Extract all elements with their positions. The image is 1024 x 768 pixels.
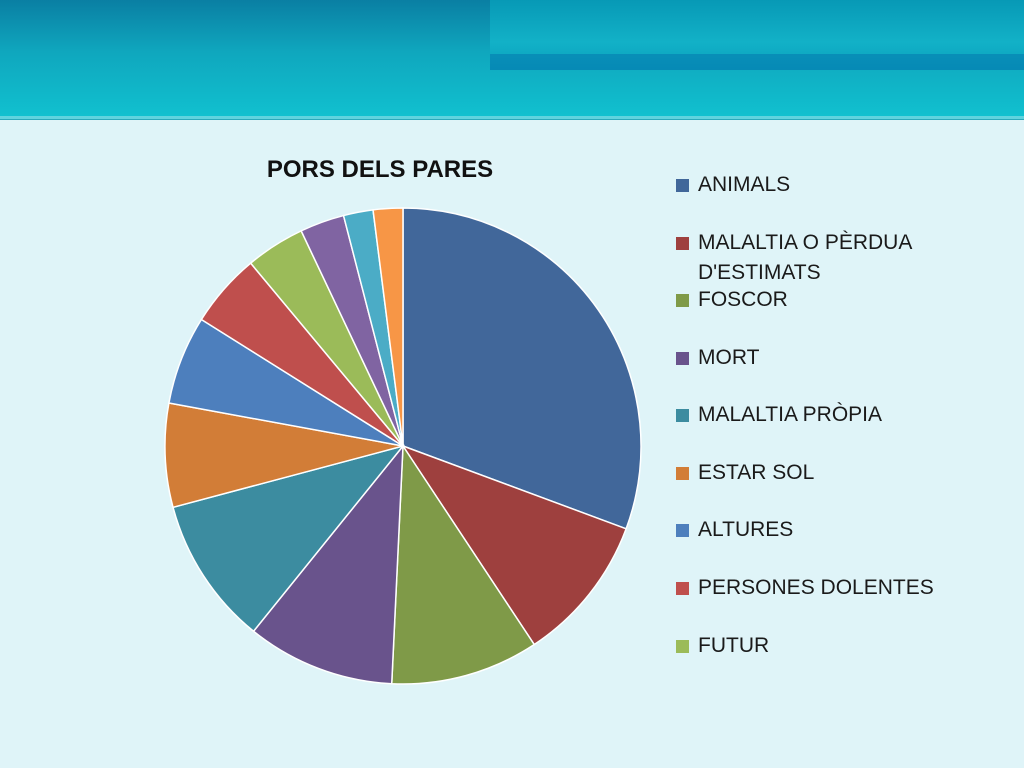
pie-slice-6 xyxy=(164,402,404,509)
legend-swatch xyxy=(676,524,689,537)
legend-label: PERSONES DOLENTES xyxy=(698,576,934,599)
legend-swatch xyxy=(676,467,689,480)
pie-slice-2 xyxy=(401,444,628,646)
legend-swatch xyxy=(676,294,689,307)
legend-label: FUTUR xyxy=(698,634,770,657)
legend-swatch xyxy=(676,237,689,250)
legend-swatch xyxy=(676,179,689,192)
legend-label: ANIMALS xyxy=(698,173,791,196)
pie-slice-3 xyxy=(390,443,536,685)
header-divider-shadow xyxy=(0,119,1024,120)
pie-slice-12 xyxy=(372,207,404,447)
legend-swatch xyxy=(676,582,689,595)
legend-swatch xyxy=(676,409,689,422)
header-accent-panel xyxy=(490,0,1024,70)
pie-slice-1 xyxy=(402,207,642,530)
legend-label: MALALTIA PRÒPIA xyxy=(698,403,883,426)
legend-label: FOSCOR xyxy=(698,288,788,311)
chart-title: PORS DELS PARES xyxy=(266,156,494,183)
legend-label: ALTURES xyxy=(698,518,794,541)
legend-label: ESTAR SOL xyxy=(698,461,815,484)
pie-slice-4 xyxy=(252,443,404,685)
legend-swatch xyxy=(676,352,689,365)
legend-label: MORT xyxy=(698,346,760,369)
legend-swatch xyxy=(676,640,689,653)
header-divider xyxy=(0,116,1024,119)
legend-label: MALALTIA O PÈRDUA D'ESTIMATS xyxy=(698,231,912,284)
